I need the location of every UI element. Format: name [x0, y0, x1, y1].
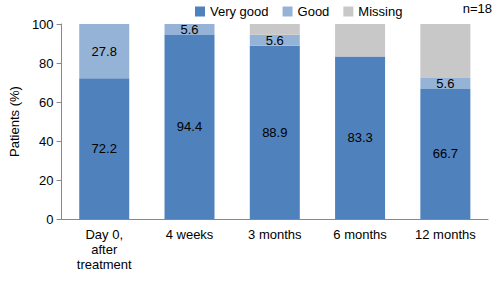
- svg-text:94.4: 94.4: [177, 119, 202, 134]
- svg-text:Day 0,: Day 0,: [85, 227, 123, 242]
- svg-text:20: 20: [39, 173, 53, 188]
- svg-text:40: 40: [39, 134, 53, 149]
- svg-text:66.7: 66.7: [433, 146, 458, 161]
- svg-text:100: 100: [32, 17, 54, 32]
- svg-text:4 weeks: 4 weeks: [166, 227, 214, 242]
- svg-text:5.6: 5.6: [180, 22, 198, 37]
- svg-text:27.8: 27.8: [92, 44, 117, 59]
- svg-text:80: 80: [39, 56, 53, 71]
- svg-text:after: after: [91, 242, 118, 257]
- svg-text:0: 0: [46, 212, 53, 227]
- svg-text:83.3: 83.3: [347, 130, 372, 145]
- svg-text:88.9: 88.9: [262, 125, 287, 140]
- svg-text:n=18: n=18: [463, 1, 492, 16]
- svg-text:72.2: 72.2: [92, 141, 117, 156]
- svg-text:5.6: 5.6: [436, 76, 454, 91]
- svg-text:3 months: 3 months: [248, 227, 302, 242]
- svg-text:Patients (%): Patients (%): [7, 86, 22, 157]
- svg-text:treatment: treatment: [77, 257, 132, 272]
- svg-text:60: 60: [39, 95, 53, 110]
- svg-text:Very good: Very good: [210, 4, 269, 19]
- svg-text:Good: Good: [298, 4, 330, 19]
- svg-text:Missing: Missing: [358, 4, 402, 19]
- svg-text:6 months: 6 months: [333, 227, 387, 242]
- svg-text:5.6: 5.6: [266, 33, 284, 48]
- svg-text:12 months: 12 months: [415, 227, 476, 242]
